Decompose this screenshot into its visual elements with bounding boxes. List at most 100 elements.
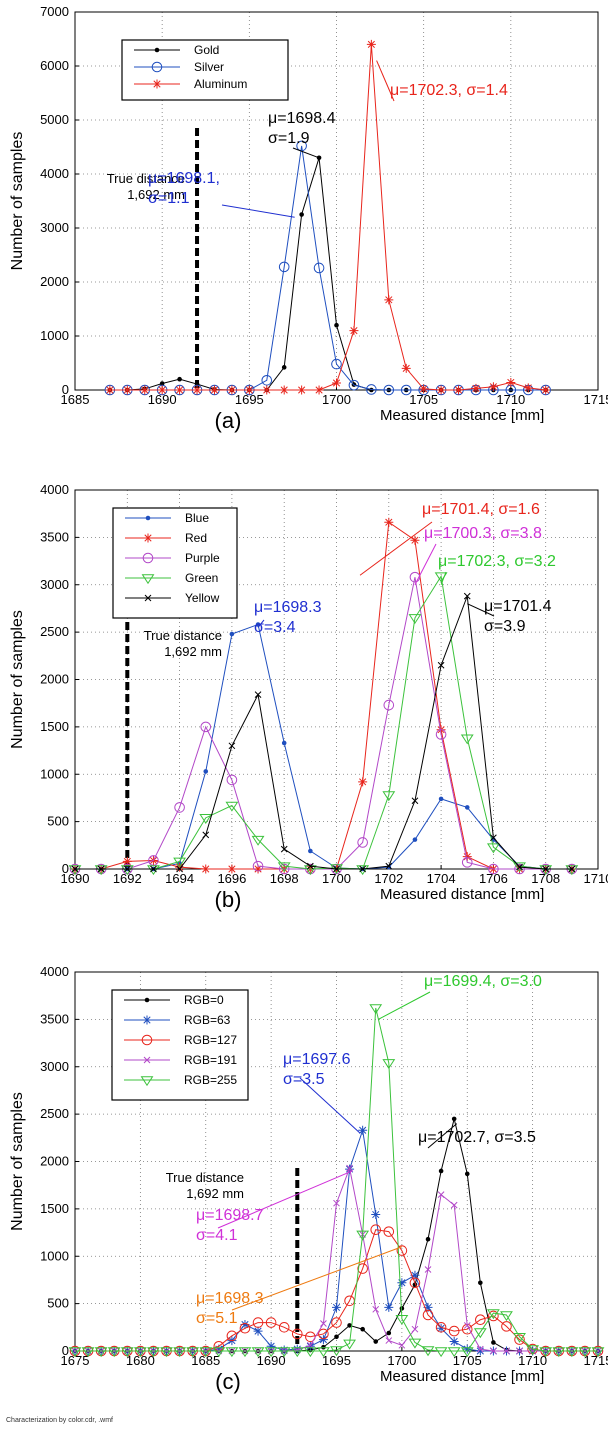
annotation: μ=1702.3, σ=1.4 [376, 60, 508, 102]
data-point-marker [94, 1347, 108, 1358]
data-point-marker [330, 1346, 343, 1357]
data-point-marker [332, 1302, 341, 1312]
data-point-marker [318, 1335, 328, 1345]
data-point-marker [486, 843, 500, 854]
y-tick-label: 3000 [40, 577, 69, 592]
data-point-marker [225, 1347, 239, 1358]
y-tick-label: 1500 [40, 1201, 69, 1216]
data-point-marker [261, 374, 273, 386]
data-point-marker [382, 791, 396, 802]
data-point-marker [514, 863, 525, 875]
data-point-marker [254, 691, 262, 699]
legend-marker-marker [154, 47, 160, 53]
legend-entry: RGB=63 [184, 1013, 231, 1027]
true-distance-label: True distance [107, 171, 185, 186]
annotation: μ=1701.4, σ=1.6 [359, 501, 540, 576]
y-tick-label: 4000 [40, 166, 69, 181]
annotation-text: μ=1701.4 [484, 598, 552, 615]
data-point-marker [490, 1347, 497, 1355]
x-tick-label: 1705 [409, 392, 438, 407]
data-point-marker [281, 740, 287, 746]
y-tick-label: 0 [62, 861, 69, 876]
data-point-marker [278, 863, 290, 875]
legend-marker-marker [141, 574, 155, 585]
data-point-marker [395, 1314, 409, 1325]
data-point-marker [448, 1325, 460, 1337]
data-point-marker [386, 1330, 392, 1336]
annotation-text: μ=1698.7 [196, 1207, 264, 1224]
data-point-marker [262, 385, 272, 395]
series-line [75, 595, 572, 870]
legend: Blue Red Purple Green Yellow [112, 507, 238, 619]
data-point-marker [475, 1314, 486, 1326]
legend-marker-marker [145, 515, 151, 521]
data-point-marker [383, 699, 395, 711]
annotation: μ=1699.4, σ=3.0 [378, 973, 542, 1020]
annotation: μ=1701.4 σ=3.9 [467, 598, 552, 635]
data-point-marker [81, 1347, 95, 1358]
true-distance-label: True distance [144, 628, 222, 643]
data-point-marker [464, 805, 470, 810]
data-point-marker [175, 385, 185, 395]
data-point-marker [568, 865, 576, 873]
annotation: μ=1702.7, σ=3.5 [418, 1123, 536, 1149]
data-point-marker [277, 1347, 291, 1358]
data-point-marker [314, 385, 324, 395]
data-point-marker [464, 1171, 470, 1177]
data-point-marker [150, 865, 157, 873]
y-tick-label: 1000 [40, 328, 69, 343]
legend-marker-marker [144, 594, 152, 602]
data-point-marker [437, 1191, 445, 1199]
data-point-marker [318, 1328, 329, 1340]
data-point-marker [371, 1210, 381, 1220]
data-point-marker [239, 1322, 251, 1334]
x-tick-label: 1685 [61, 392, 90, 407]
legend-entry: Purple [185, 551, 220, 565]
x-tick-label: 1708 [531, 871, 560, 886]
y-tick-label: 2000 [40, 1154, 69, 1169]
y-tick-label: 2000 [40, 274, 69, 289]
data-point-marker [334, 322, 339, 328]
y-tick-label: 4000 [40, 964, 69, 979]
data-point-marker [200, 721, 212, 733]
data-point-marker [478, 1280, 483, 1286]
data-point-marker [513, 1332, 526, 1343]
annotation-leader [292, 147, 320, 159]
data-point-marker [462, 852, 472, 862]
data-point-marker [349, 326, 359, 336]
data-point-marker [229, 631, 235, 637]
y-tick-label: 3500 [40, 1011, 69, 1026]
y-tick-label: 500 [47, 814, 69, 829]
data-point-marker [471, 383, 481, 393]
data-point-marker [422, 1309, 434, 1321]
data-point-marker [299, 212, 304, 217]
data-point-marker [411, 1325, 419, 1333]
x-tick-label: 1710 [496, 392, 525, 407]
data-point-marker [68, 865, 82, 876]
data-point-marker [591, 1347, 605, 1358]
data-point-marker [147, 1347, 160, 1358]
legend-box [111, 989, 249, 1101]
annotation-text: μ=1698.4 [268, 110, 336, 127]
data-point-marker [173, 857, 187, 868]
data-point-marker [176, 865, 183, 873]
x-tick-label: 1694 [165, 871, 194, 886]
y-tick-label: 4000 [40, 482, 69, 497]
data-point-marker [438, 1168, 444, 1174]
annotation-leader [376, 60, 395, 102]
data-point-marker [332, 378, 341, 388]
annotation: μ=1700.3, σ=3.8 [414, 525, 542, 585]
data-point-marker [277, 862, 291, 873]
data-point-marker [252, 1317, 264, 1328]
data-point-marker [227, 864, 237, 874]
data-point-marker [436, 1323, 446, 1333]
legend-entry: Silver [194, 60, 224, 74]
data-point-marker [240, 1319, 250, 1329]
annotation-text: σ=5.1 [196, 1310, 238, 1327]
y-axis-label: Number of samples [9, 610, 26, 749]
data-point-marker [278, 1322, 290, 1333]
true-distance-label: 1,692 mm [164, 644, 222, 659]
data-point-marker [251, 1347, 265, 1358]
legend-entry: RGB=127 [184, 1033, 237, 1047]
data-point-marker [357, 1263, 368, 1274]
